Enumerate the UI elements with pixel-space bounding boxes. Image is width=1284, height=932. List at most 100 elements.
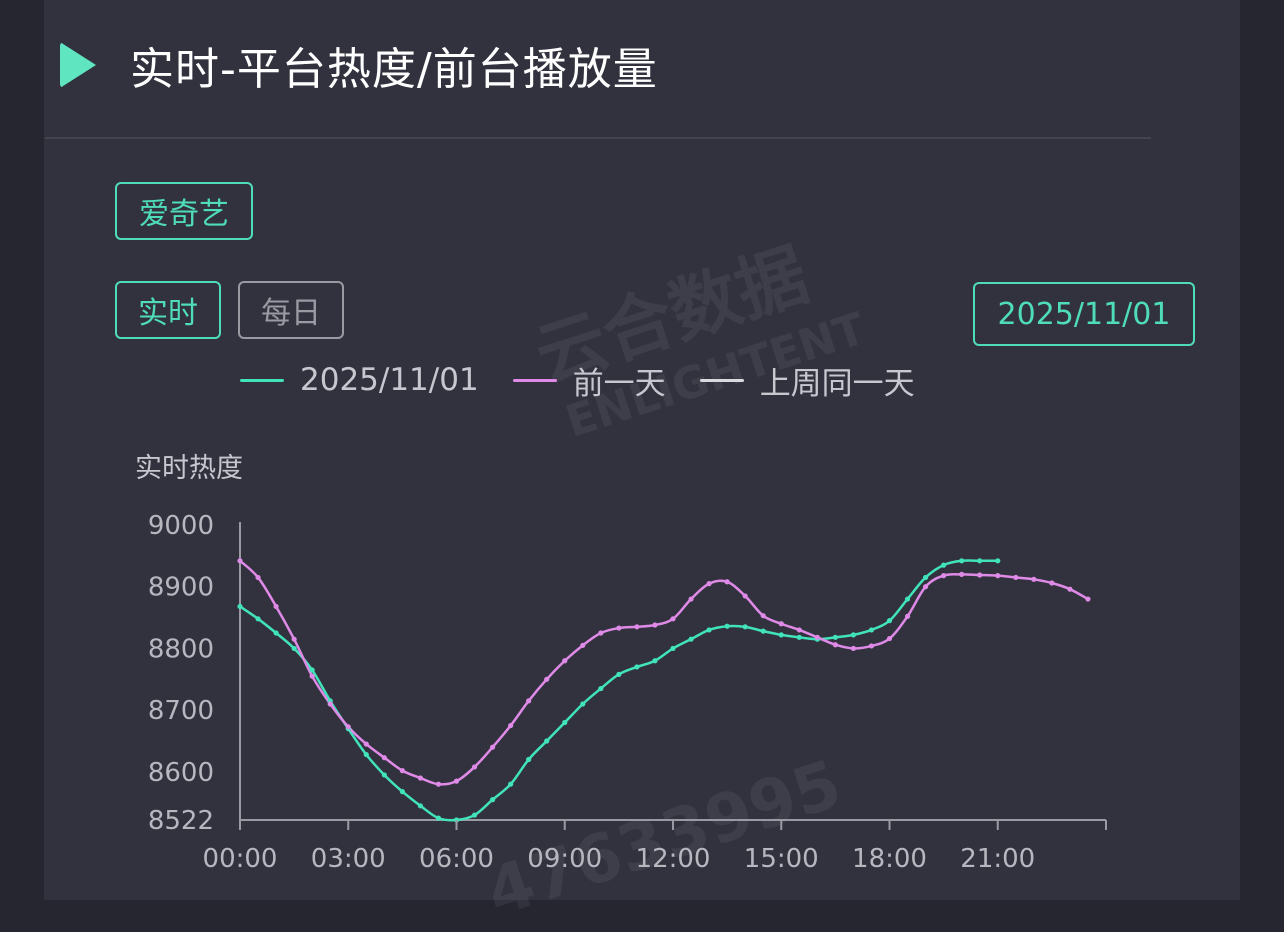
data-point (562, 719, 568, 726)
y-tick-label: 9000 (148, 511, 214, 541)
legend-label-today: 2025/11/01 (300, 362, 479, 398)
data-point (922, 584, 929, 590)
data-point (363, 741, 369, 747)
data-point (904, 613, 911, 619)
section-header: 实时-平台热度/前台播放量 (60, 38, 658, 95)
data-point (995, 558, 1001, 564)
data-point (309, 667, 315, 673)
data-point (453, 778, 460, 784)
data-point (255, 616, 261, 622)
series-line-0 (239, 559, 998, 822)
data-point (381, 755, 387, 761)
legend-item-week[interactable]: 上周同一天 (699, 358, 915, 403)
data-point (959, 558, 965, 564)
data-point (345, 724, 351, 730)
data-point (544, 738, 550, 744)
x-tick-label: 06:00 (419, 844, 494, 874)
data-point (886, 635, 893, 642)
data-point (977, 572, 983, 578)
data-point (688, 596, 694, 602)
data-point (562, 658, 568, 664)
play-icon (60, 42, 96, 88)
data-point (995, 573, 1001, 579)
data-point (435, 781, 442, 787)
data-point (309, 673, 315, 679)
data-point (652, 622, 658, 628)
data-point (634, 664, 640, 670)
data-point (255, 574, 261, 581)
y-tick-label: 8900 (148, 573, 214, 603)
legend-label-prev: 前一天 (572, 365, 666, 402)
y-tick-label: 8700 (148, 696, 214, 726)
data-point (1067, 586, 1073, 592)
legend-item-today[interactable]: 2025/11/01 (240, 362, 479, 398)
legend-line-today (240, 378, 284, 382)
series-line-1 (239, 559, 1089, 786)
y-axis-title: 实时热度 (135, 453, 243, 484)
tab-daily[interactable]: 每日 (238, 281, 344, 339)
x-tick-label: 12:00 (636, 844, 711, 874)
data-point (959, 571, 965, 577)
legend-item-prev[interactable]: 前一天 (512, 358, 666, 403)
y-tick-label: 8522 (148, 806, 214, 836)
date-picker[interactable]: 2025/11/01 (973, 282, 1195, 346)
data-point (381, 772, 387, 778)
tab-realtime[interactable]: 实时 (115, 281, 221, 339)
data-point (616, 671, 622, 677)
data-point (778, 621, 784, 627)
data-point (742, 624, 748, 630)
data-point (760, 613, 766, 619)
data-point (489, 797, 496, 803)
data-point (1013, 574, 1019, 581)
data-point (724, 579, 730, 585)
data-point (670, 616, 676, 622)
y-tick-label: 8800 (148, 634, 214, 664)
data-point (941, 562, 947, 568)
data-point (868, 643, 875, 649)
data-point (580, 642, 586, 648)
data-point (273, 630, 279, 636)
x-tick-label: 18:00 (852, 844, 927, 874)
data-point (688, 636, 694, 642)
data-point (832, 634, 838, 640)
data-point (850, 632, 857, 638)
x-tick-label: 21:00 (960, 844, 1035, 874)
data-point (417, 775, 424, 781)
data-point (814, 634, 820, 640)
data-point (580, 701, 586, 707)
chart-card (44, 0, 1240, 900)
data-point (886, 618, 893, 624)
data-point (670, 645, 676, 652)
data-point (778, 632, 784, 638)
data-point (796, 634, 802, 640)
data-point (904, 596, 911, 602)
data-point (941, 573, 947, 579)
data-point (237, 603, 243, 610)
platform-tab-iqiyi[interactable]: 爱奇艺 (115, 182, 253, 240)
data-point (634, 624, 640, 630)
x-tick-label: 03:00 (311, 844, 386, 874)
data-point (508, 722, 514, 729)
data-point (1031, 576, 1037, 582)
data-point (1085, 596, 1091, 602)
data-point (489, 744, 496, 750)
legend-line-week (699, 378, 744, 382)
y-tick-label: 8600 (148, 758, 214, 788)
page-title: 实时-平台热度/前台播放量 (130, 44, 658, 95)
x-tick-label: 15:00 (744, 844, 819, 874)
data-point (922, 574, 929, 581)
data-point (706, 627, 712, 633)
data-point (435, 815, 442, 821)
data-point (850, 645, 857, 652)
legend-line-prev (512, 378, 557, 382)
data-point (598, 630, 604, 636)
data-point (598, 685, 604, 692)
legend-label-week: 上周同一天 (759, 365, 915, 402)
data-point (471, 812, 478, 818)
data-point (273, 603, 279, 610)
data-point (363, 751, 369, 758)
data-point (1049, 580, 1055, 586)
data-point (291, 636, 297, 642)
data-point (832, 642, 838, 648)
data-point (868, 627, 875, 633)
